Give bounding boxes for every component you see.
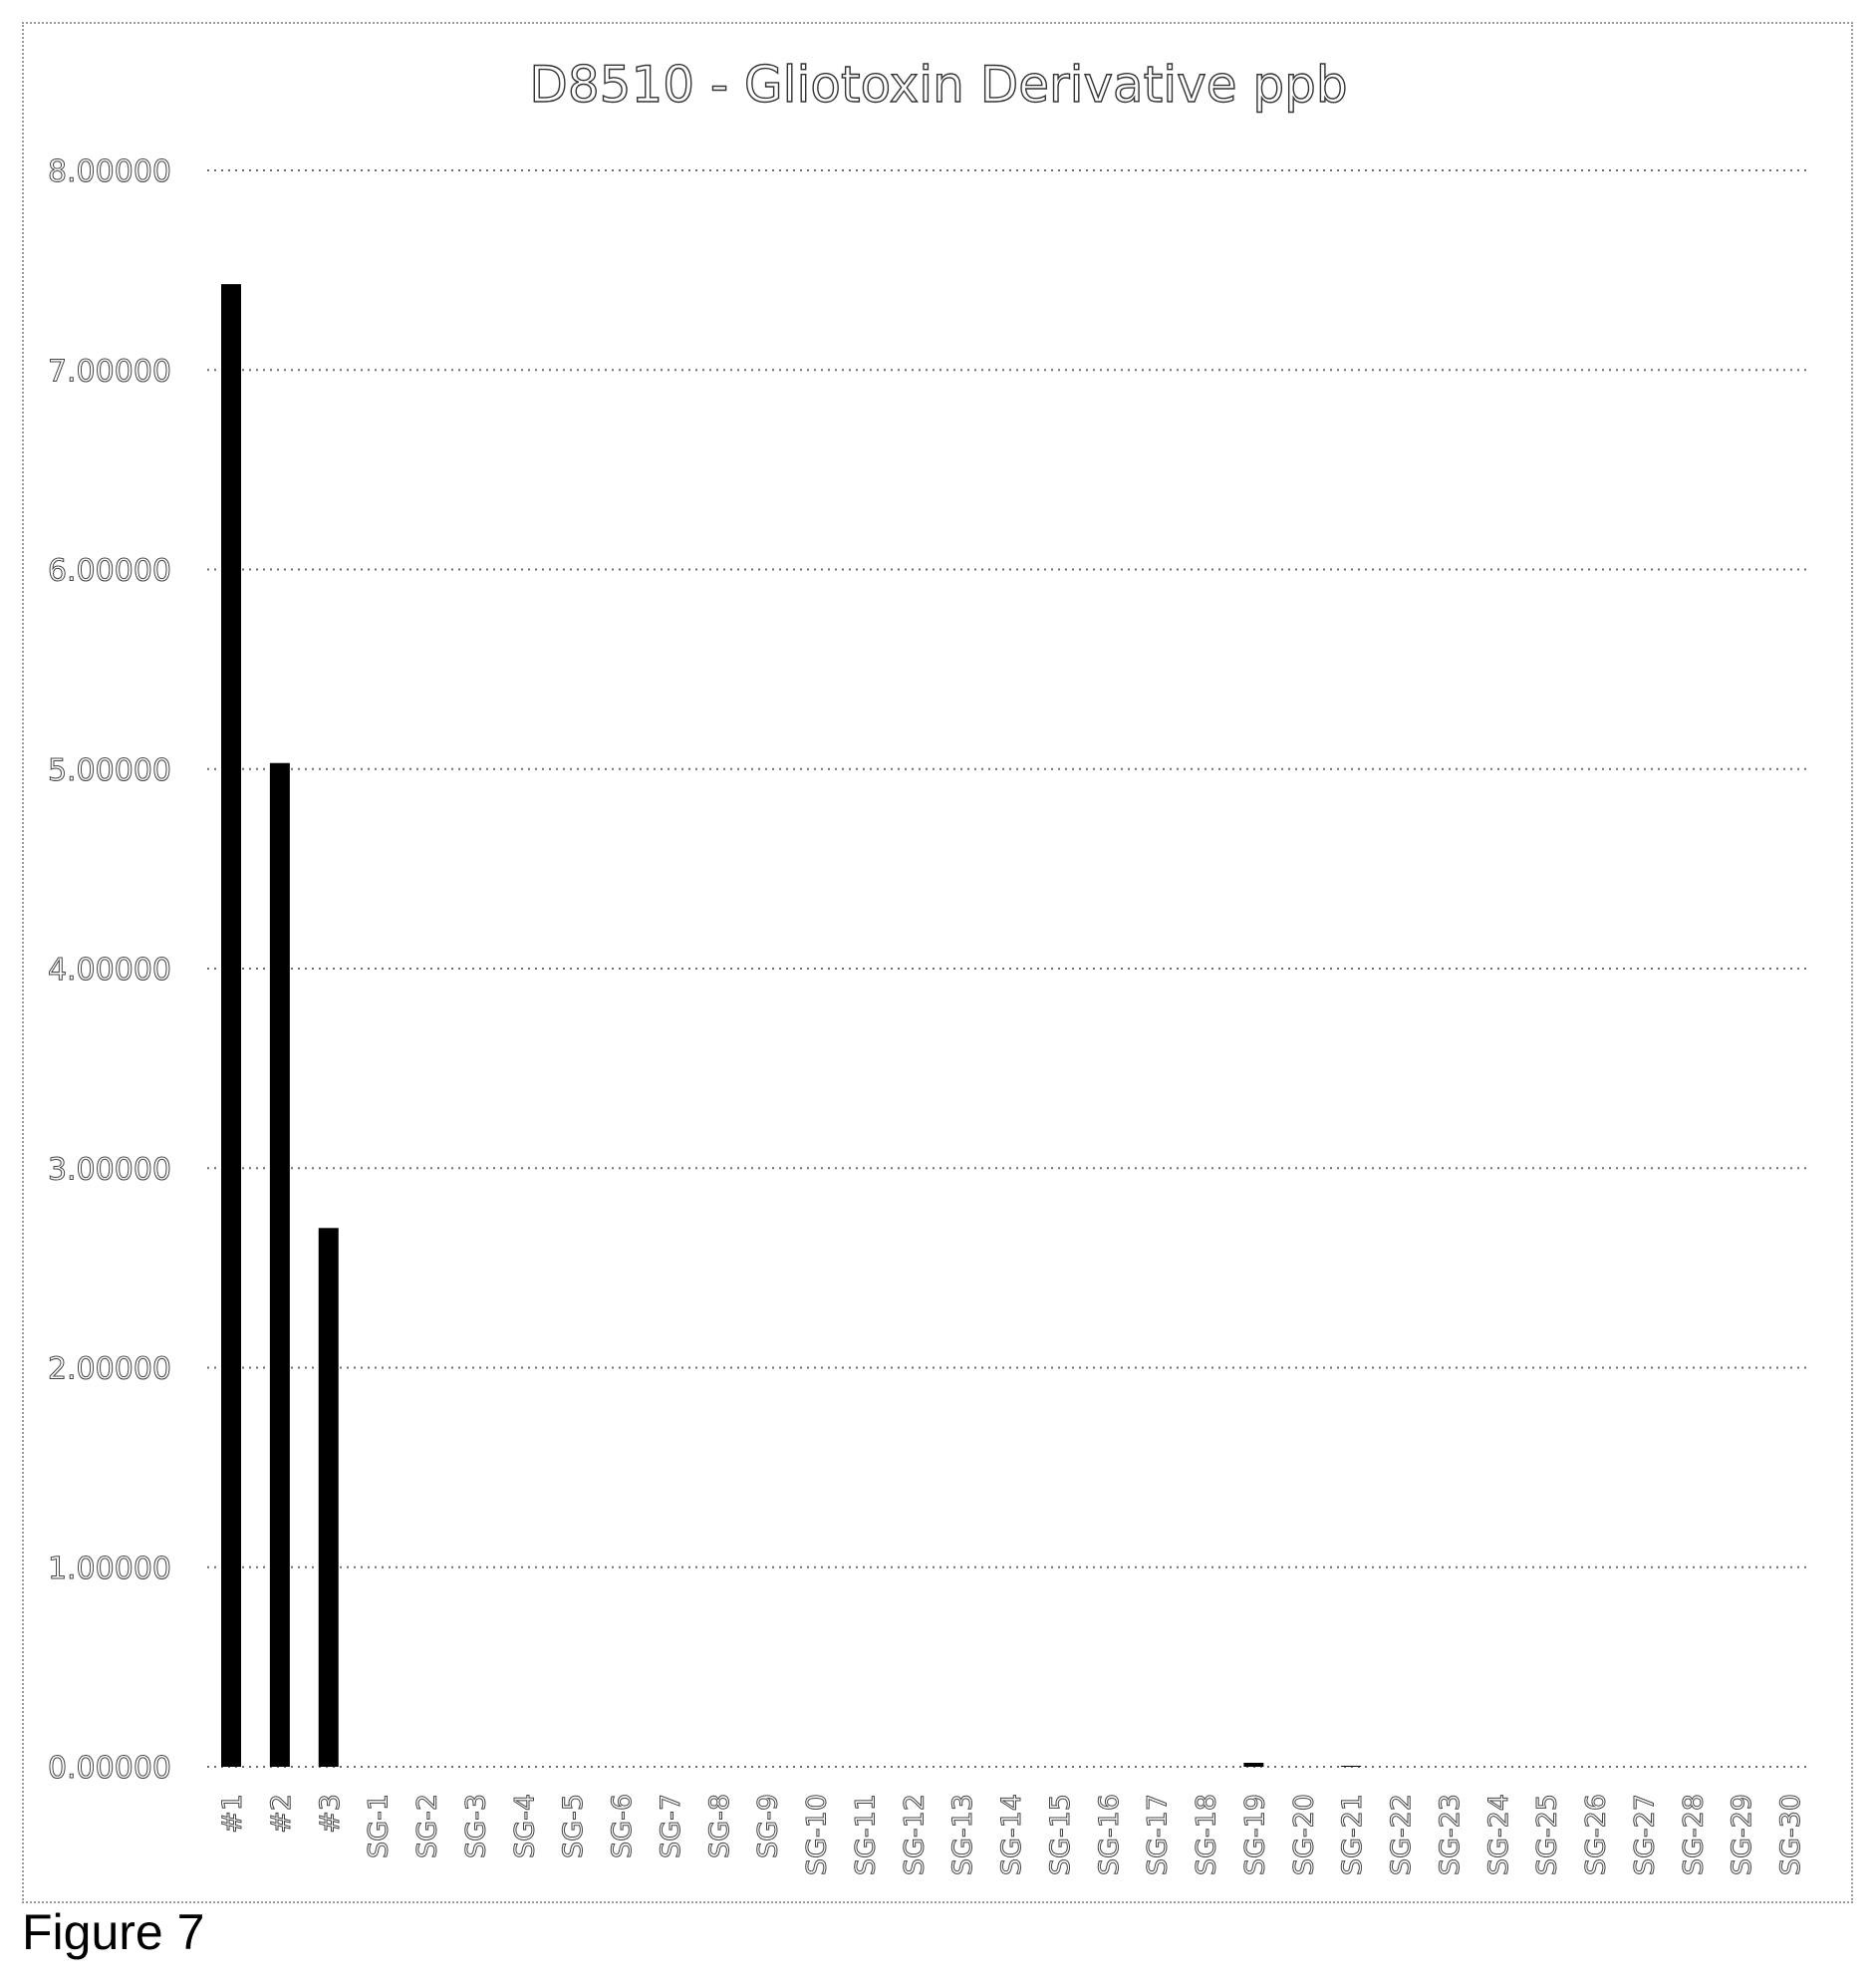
x-tick-label: SG-7 — [656, 1794, 686, 1858]
x-tick-label: SG-8 — [704, 1794, 735, 1858]
x-tick-label: SG-29 — [1727, 1794, 1757, 1875]
x-tick-label: SG-20 — [1288, 1794, 1319, 1875]
x-tick-label: SG-17 — [1143, 1794, 1174, 1875]
x-tick-label: SG-18 — [1192, 1794, 1222, 1875]
x-tick-label: SG-13 — [947, 1794, 978, 1875]
x-tick-label: SG-14 — [996, 1794, 1027, 1875]
bar — [269, 762, 290, 1767]
x-tick-label: SG-2 — [412, 1794, 443, 1858]
x-tick-label: SG-15 — [1045, 1794, 1076, 1875]
y-tick-label: 0.00000 — [48, 1751, 171, 1786]
x-tick-label: SG-21 — [1337, 1794, 1368, 1875]
x-tick-label: SG-3 — [460, 1794, 491, 1858]
x-tick-label: SG-25 — [1532, 1794, 1563, 1875]
y-tick-label: 6.00000 — [48, 554, 171, 589]
x-tick-label: #3 — [315, 1794, 346, 1834]
x-tick-label: SG-26 — [1581, 1794, 1612, 1875]
x-tick-label: #1 — [217, 1794, 248, 1834]
x-tick-label: SG-22 — [1386, 1794, 1417, 1875]
bar — [318, 1228, 339, 1767]
x-tick-label: SG-27 — [1629, 1794, 1660, 1875]
x-axis-ticks: #1 #2 #3 SG-1 SG-2 SG-3 SG-4 SG-5 SG-6 SG-7 SG-8 SG… — [217, 1794, 1807, 1876]
y-tick-label: 4.00000 — [48, 953, 171, 988]
x-tick-label: SG-4 — [509, 1794, 540, 1858]
y-tick-label: 5.00000 — [48, 753, 171, 788]
y-tick-label: 2.00000 — [48, 1352, 171, 1387]
x-tick-label: SG-1 — [364, 1794, 395, 1858]
gridlines — [207, 169, 1811, 1768]
y-tick-label: 3.00000 — [48, 1152, 171, 1187]
x-tick-label: SG-28 — [1678, 1794, 1709, 1875]
x-tick-label: SG-12 — [899, 1794, 930, 1875]
bar — [1341, 1765, 1362, 1767]
x-tick-label: SG-10 — [802, 1794, 833, 1875]
x-tick-label: SG-5 — [558, 1794, 589, 1858]
x-tick-label: #2 — [266, 1794, 297, 1834]
bars — [221, 284, 1362, 1768]
x-tick-label: SG-30 — [1775, 1794, 1806, 1875]
bar — [1243, 1762, 1264, 1767]
y-tick-label: 7.00000 — [48, 354, 171, 389]
x-tick-label: SG-23 — [1435, 1794, 1466, 1875]
bar — [221, 284, 241, 1768]
x-tick-label: SG-19 — [1239, 1794, 1270, 1875]
x-tick-label: SG-24 — [1483, 1794, 1514, 1875]
chart-frame — [22, 22, 1853, 1903]
figure-caption: Figure 7 — [22, 1904, 205, 1960]
x-tick-label: SG-9 — [753, 1794, 784, 1858]
y-axis-ticks: 0.00000 1.00000 2.00000 3.00000 4.00000 5.000… — [47, 154, 171, 1787]
x-tick-label: SG-6 — [607, 1794, 638, 1858]
y-tick-label: 1.00000 — [48, 1552, 171, 1586]
x-tick-label: SG-16 — [1094, 1794, 1125, 1875]
chart-title: D8510 - Gliotoxin Derivative ppb — [529, 56, 1347, 114]
x-tick-label: SG-11 — [850, 1794, 881, 1875]
y-tick-label: 8.00000 — [48, 154, 171, 189]
